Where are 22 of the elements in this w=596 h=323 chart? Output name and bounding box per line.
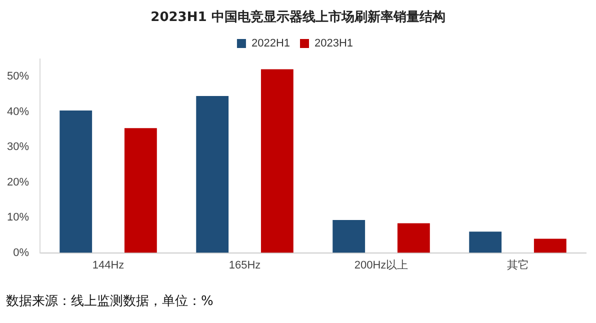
- y-tick-label: 0%: [13, 246, 30, 259]
- bar: [397, 223, 430, 253]
- legend-label: 2023H1: [314, 38, 354, 50]
- chart-title: 2023H1 中国电竞显示器线上市场刷新率销量结构: [150, 8, 446, 26]
- bar: [196, 96, 229, 253]
- bar: [332, 220, 366, 253]
- legend-label: 2022H1: [251, 38, 290, 50]
- x-tick-label: 144Hz: [92, 259, 124, 272]
- y-tick-label: 10%: [6, 212, 30, 224]
- x-tick-label: 200Hz以上: [354, 258, 408, 272]
- bar: [469, 232, 502, 253]
- bar: [260, 69, 294, 253]
- x-tick-label: 其它: [506, 258, 529, 272]
- y-tick-label: 50%: [6, 70, 30, 83]
- bar: [124, 128, 157, 253]
- bar: [60, 110, 92, 253]
- y-tick-label: 40%: [6, 106, 30, 118]
- x-tick-label: 165Hz: [228, 259, 261, 272]
- y-tick-label: 20%: [6, 176, 30, 188]
- y-tick-label: 30%: [6, 141, 30, 154]
- source-note: 数据来源：线上监测数据，单位：%: [6, 293, 214, 310]
- bar: [534, 238, 566, 253]
